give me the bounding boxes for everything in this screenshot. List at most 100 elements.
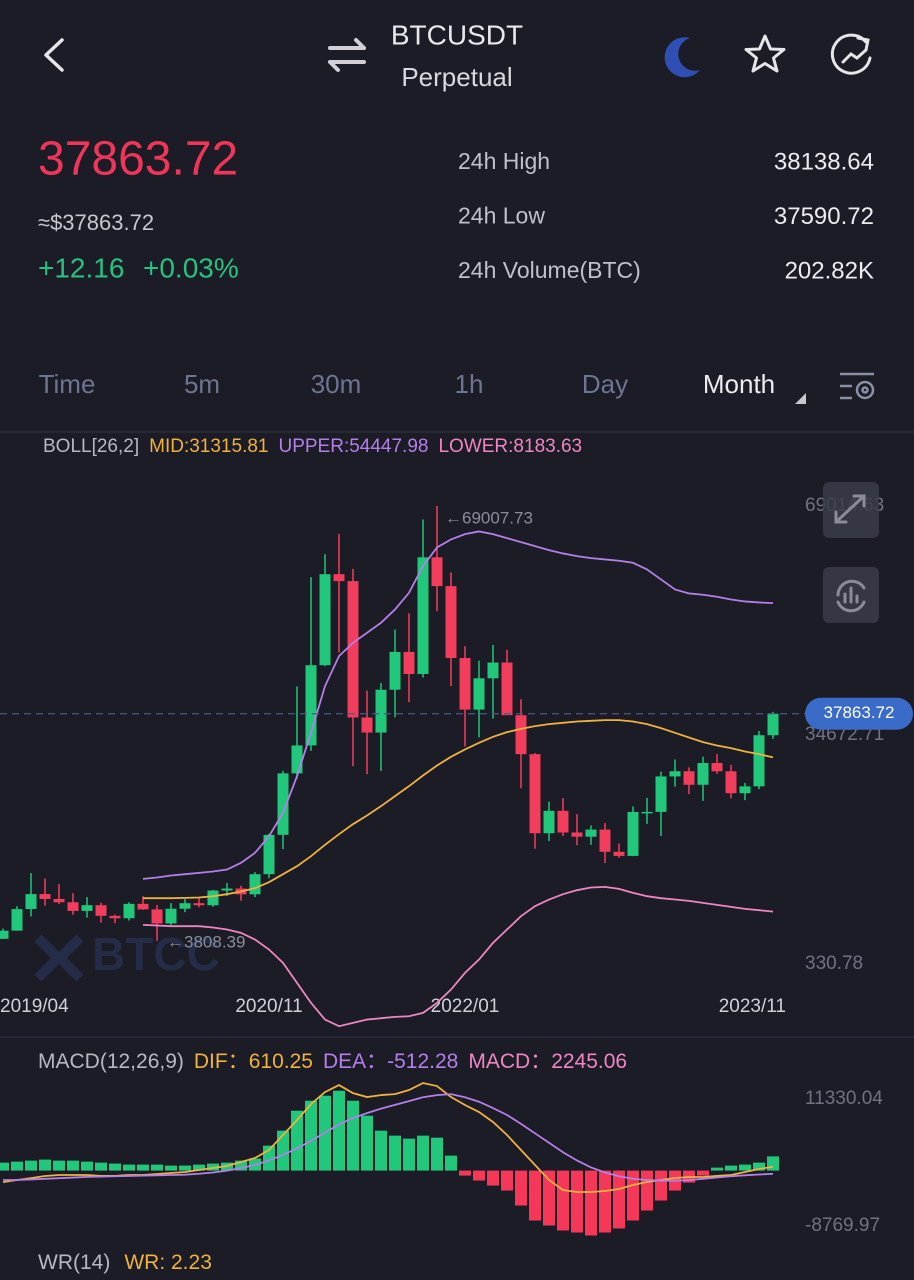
candle-body xyxy=(613,851,625,856)
price-chart: 69014.6334672.71330.782019/042020/112022… xyxy=(0,495,913,1028)
candle-body xyxy=(25,894,37,910)
macd-bar xyxy=(445,1155,457,1171)
macd-bar xyxy=(305,1100,317,1171)
watermark-text: BTCC xyxy=(92,928,220,980)
candle-body xyxy=(137,903,149,910)
candle-body xyxy=(67,902,79,911)
candle-body xyxy=(375,689,387,733)
candle-body xyxy=(571,832,583,837)
candle-body xyxy=(543,810,555,834)
candle-body xyxy=(95,905,107,916)
share-button[interactable] xyxy=(830,33,872,75)
candle-body xyxy=(123,903,135,919)
candle-body xyxy=(53,898,65,903)
candle-body xyxy=(39,894,51,899)
interval-tab[interactable]: Month xyxy=(703,369,775,399)
candle-body xyxy=(655,776,667,812)
macd-bar xyxy=(515,1170,527,1206)
back-button[interactable] xyxy=(44,38,64,72)
candle-body xyxy=(501,662,513,716)
macd-bar xyxy=(655,1170,667,1201)
boll-line xyxy=(142,530,774,880)
candle-body xyxy=(249,874,261,895)
macd-bar xyxy=(109,1163,121,1171)
candle-body xyxy=(347,581,359,718)
stat-label: 24h High xyxy=(458,148,550,174)
stat-value: 202.82K xyxy=(785,257,874,284)
candle-body xyxy=(557,810,569,833)
candle-body xyxy=(193,903,205,906)
candle-body xyxy=(109,915,121,919)
stat-label: 24h Volume(BTC) xyxy=(458,257,641,283)
macd-bar xyxy=(137,1164,149,1171)
change: +12.16 xyxy=(38,252,124,283)
candle-body xyxy=(389,651,401,690)
macd-bar xyxy=(333,1090,345,1171)
candle-body xyxy=(151,909,163,924)
candle-body xyxy=(459,658,471,710)
boll-legend: BOLL[26,2] MID:31315.81 UPPER:54447.98 LOWE… xyxy=(43,436,582,457)
legend-entry: DIF：610.25 xyxy=(194,1050,313,1073)
favorite-button[interactable] xyxy=(744,34,786,73)
candle-body xyxy=(319,574,331,666)
macd-bar xyxy=(0,1162,9,1171)
macd-bar xyxy=(361,1115,373,1171)
legend-entry: MACD：2245.06 xyxy=(468,1050,627,1073)
macd-bar xyxy=(81,1161,93,1171)
indicator-settings[interactable] xyxy=(840,372,875,400)
candle-body xyxy=(263,834,275,875)
macd-bar xyxy=(67,1160,79,1171)
stat-value: 38138.64 xyxy=(774,148,874,175)
macd-bar xyxy=(599,1170,611,1233)
watermark: BTCC xyxy=(34,928,220,982)
macd-bar xyxy=(627,1170,639,1221)
interval-tab[interactable]: 30m xyxy=(311,369,362,399)
high-annotation: ←69007.73 xyxy=(445,509,533,528)
interval-tab[interactable]: Day xyxy=(582,369,628,399)
macd-bar xyxy=(459,1170,471,1176)
interval-tab[interactable]: Time xyxy=(39,369,96,399)
interval-tab[interactable]: 1h xyxy=(455,369,484,399)
swap-icon[interactable] xyxy=(328,38,366,72)
x-tick-label: 2020/11 xyxy=(235,996,302,1017)
macd-bar xyxy=(739,1164,751,1171)
candle-body xyxy=(305,665,317,746)
macd-bar xyxy=(711,1167,723,1171)
macd-bar xyxy=(207,1163,219,1171)
candle-body xyxy=(179,903,191,909)
theme-toggle[interactable] xyxy=(664,37,700,78)
macd-bar xyxy=(95,1162,107,1171)
macd-bar xyxy=(501,1170,513,1191)
candle-body xyxy=(473,678,485,710)
fiat-price: ≈$37863.72 xyxy=(38,210,154,235)
boll-line xyxy=(142,885,774,1028)
dropdown-indicator xyxy=(795,393,806,404)
candle-body xyxy=(725,771,737,794)
candle-body xyxy=(599,829,611,852)
macd-bar xyxy=(235,1160,247,1171)
macd-bar xyxy=(641,1170,653,1211)
macd-bar xyxy=(165,1165,177,1171)
candle-body xyxy=(207,890,219,906)
y-tick-label: 330.78 xyxy=(805,953,863,974)
icon-glyph xyxy=(834,494,866,524)
stat-label: 24h Low xyxy=(458,203,545,229)
last-price-tag xyxy=(805,697,913,730)
macd-bar xyxy=(557,1170,569,1231)
macd-line xyxy=(3,1093,774,1182)
y-tick-label: 11330.04 xyxy=(805,1088,883,1109)
candle-body xyxy=(641,811,653,814)
macd-bar xyxy=(431,1137,443,1171)
candle-body xyxy=(697,763,709,785)
interval-tab[interactable]: 5m xyxy=(184,369,220,399)
candle-body xyxy=(333,574,345,582)
candle-body xyxy=(431,557,443,587)
macd-bar xyxy=(543,1170,555,1226)
macd-legend: MACD(12,26,9) DIF：610.25 DEA：-512.28 MACD：2… xyxy=(38,1050,627,1073)
candle-body xyxy=(515,715,527,755)
stat-value: 37590.72 xyxy=(774,203,874,230)
symbol: BTCUSDT xyxy=(391,19,523,50)
macd-bar xyxy=(473,1170,485,1181)
